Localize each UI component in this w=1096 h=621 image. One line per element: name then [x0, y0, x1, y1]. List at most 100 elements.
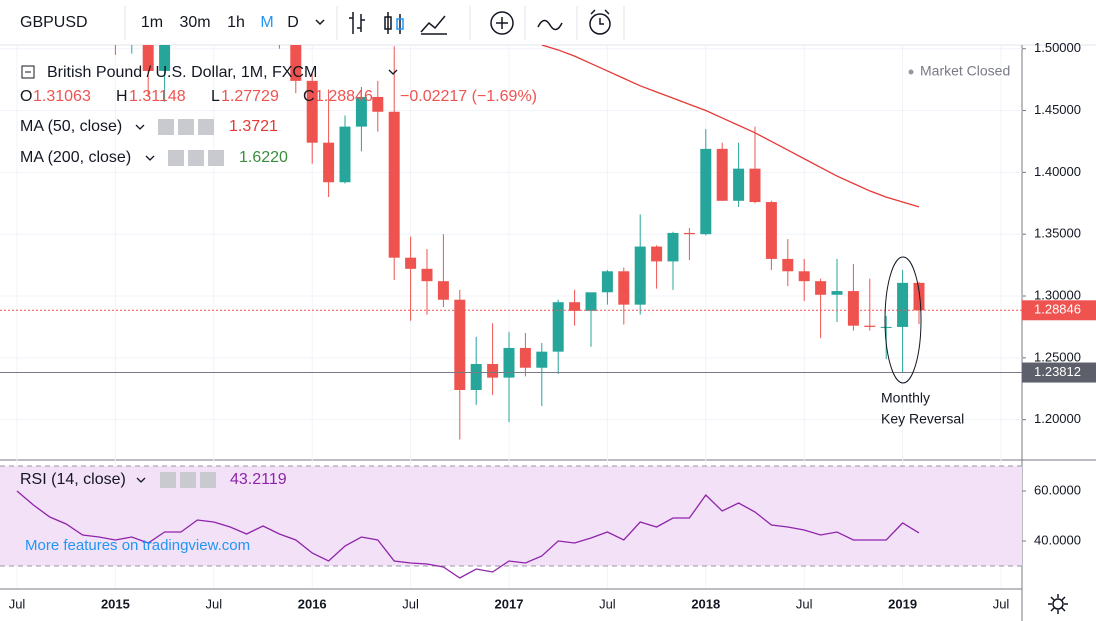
ohlc-letter: C [303, 88, 315, 105]
x-tick-label: 2015 [101, 596, 130, 611]
ohlc-letter: H [116, 88, 128, 105]
symbol-title: British Pound / U.S. Dollar, 1M, FXCM [47, 64, 317, 81]
price-pane [0, 45, 1022, 440]
candle-body [536, 351, 548, 368]
price-marker [1022, 362, 1096, 383]
rsi-label: RSI (14, close) [20, 471, 126, 488]
study-buttons[interactable] [158, 119, 214, 135]
ma-value: 1.3721 [229, 118, 278, 135]
candle-body [847, 291, 859, 326]
interval-active[interactable]: M [260, 14, 273, 31]
price-marker [1022, 300, 1096, 321]
x-tick-label: Jul [993, 596, 1010, 611]
settings-icon[interactable] [1048, 594, 1068, 614]
y-tick-label: 1.30000 [1034, 287, 1081, 302]
y-tick-label: 1.35000 [1034, 226, 1081, 241]
candle-body [487, 364, 499, 378]
ma-label: MA (200, close) [20, 149, 131, 166]
candle-body [913, 282, 925, 311]
study-buttons[interactable] [168, 150, 224, 166]
rsi-plot [0, 465, 1022, 579]
candle-body [782, 258, 794, 272]
annotation-ellipse [884, 256, 922, 384]
ohlc-value: 1.27729 [221, 88, 279, 105]
x-tick-label: Jul [9, 596, 26, 611]
collapse-icon[interactable] [21, 65, 35, 79]
ma-label: MA (50, close) [20, 118, 122, 135]
interval[interactable]: 1h [227, 14, 245, 31]
interval[interactable]: 1m [141, 14, 163, 31]
ohlc-value: 1.31148 [129, 88, 186, 105]
candle-body [159, 45, 171, 71]
x-tick-label: 2018 [691, 596, 720, 611]
compare-icon[interactable] [490, 11, 514, 35]
change: −0.02217 (−1.69%) [400, 88, 537, 105]
candle-body [733, 168, 745, 201]
y-tick-label: 1.20000 [1034, 411, 1081, 426]
dropdown[interactable] [136, 477, 146, 483]
ohlc-value: 1.31063 [33, 88, 91, 105]
candle-body [700, 148, 712, 235]
candle-body [519, 347, 531, 368]
candle-body [290, 45, 302, 81]
annotation: Key Reversal [881, 411, 964, 427]
candle-body [552, 302, 564, 352]
ma-line [541, 45, 920, 208]
candle-body [388, 111, 400, 258]
x-tick-label: Jul [205, 596, 222, 611]
x-tick-label: 2017 [495, 596, 524, 611]
candle-body [880, 326, 892, 328]
watermark[interactable]: More features on tradingview.com [25, 537, 250, 554]
dropdown[interactable] [388, 69, 398, 75]
candle-body [355, 96, 367, 127]
symbol[interactable]: GBPUSD [20, 14, 88, 31]
candle-body [667, 232, 679, 262]
x-tick-label: 2019 [888, 596, 917, 611]
x-tick-label: 2016 [298, 596, 327, 611]
indicators-icon[interactable] [420, 15, 447, 35]
candle-body [323, 142, 335, 183]
interval[interactable]: D [287, 14, 299, 31]
dropdown[interactable] [135, 124, 145, 130]
legend: British Pound / U.S. Dollar, 1M, FXCM O … [20, 63, 1010, 554]
interval-dropdown[interactable] [315, 19, 325, 26]
candle-body [339, 126, 351, 183]
candle-body [716, 148, 728, 201]
ohlc-letter: O [20, 88, 32, 105]
candle-body [437, 281, 449, 300]
dropdown[interactable] [145, 155, 155, 161]
y-tick-label: 1.50000 [1034, 40, 1081, 55]
candle-body [683, 232, 695, 235]
y-tick-label: 40.0000 [1034, 532, 1081, 547]
candle-style-icon[interactable] [384, 12, 404, 34]
ohlc-letter: L [211, 88, 220, 105]
candle-body [470, 364, 482, 390]
candle-body [372, 96, 384, 112]
studies-icon[interactable] [537, 19, 563, 31]
y-tick-label: 1.40000 [1034, 164, 1081, 179]
interval[interactable]: 30m [179, 14, 210, 31]
candle-body [651, 246, 663, 262]
rsi-line [16, 490, 920, 579]
candle-body [618, 271, 630, 305]
axes: Jul 2015 Jul 2016 Jul 2017 Jul 2018 Jul 2019 Jul 1.… [9, 40, 1096, 611]
candle-body [503, 347, 515, 378]
alert-icon[interactable] [589, 9, 611, 35]
candle-body [765, 202, 777, 259]
candle-body [142, 45, 154, 71]
candle-body [749, 168, 761, 203]
candle-body [634, 246, 646, 305]
candle-body [831, 291, 843, 295]
candle-body [454, 299, 466, 390]
bar-style-icon[interactable] [349, 12, 365, 34]
x-tick-label: Jul [599, 596, 616, 611]
candle-body [405, 257, 417, 269]
ohlc-value: 1.28846 [315, 88, 373, 105]
candle-body [798, 271, 810, 282]
price-marker-label: 1.23812 [1034, 364, 1081, 379]
study-buttons[interactable] [160, 472, 216, 488]
candle-body [421, 268, 433, 282]
price-marker-label: 1.28846 [1034, 302, 1081, 317]
status-dot [908, 69, 914, 75]
